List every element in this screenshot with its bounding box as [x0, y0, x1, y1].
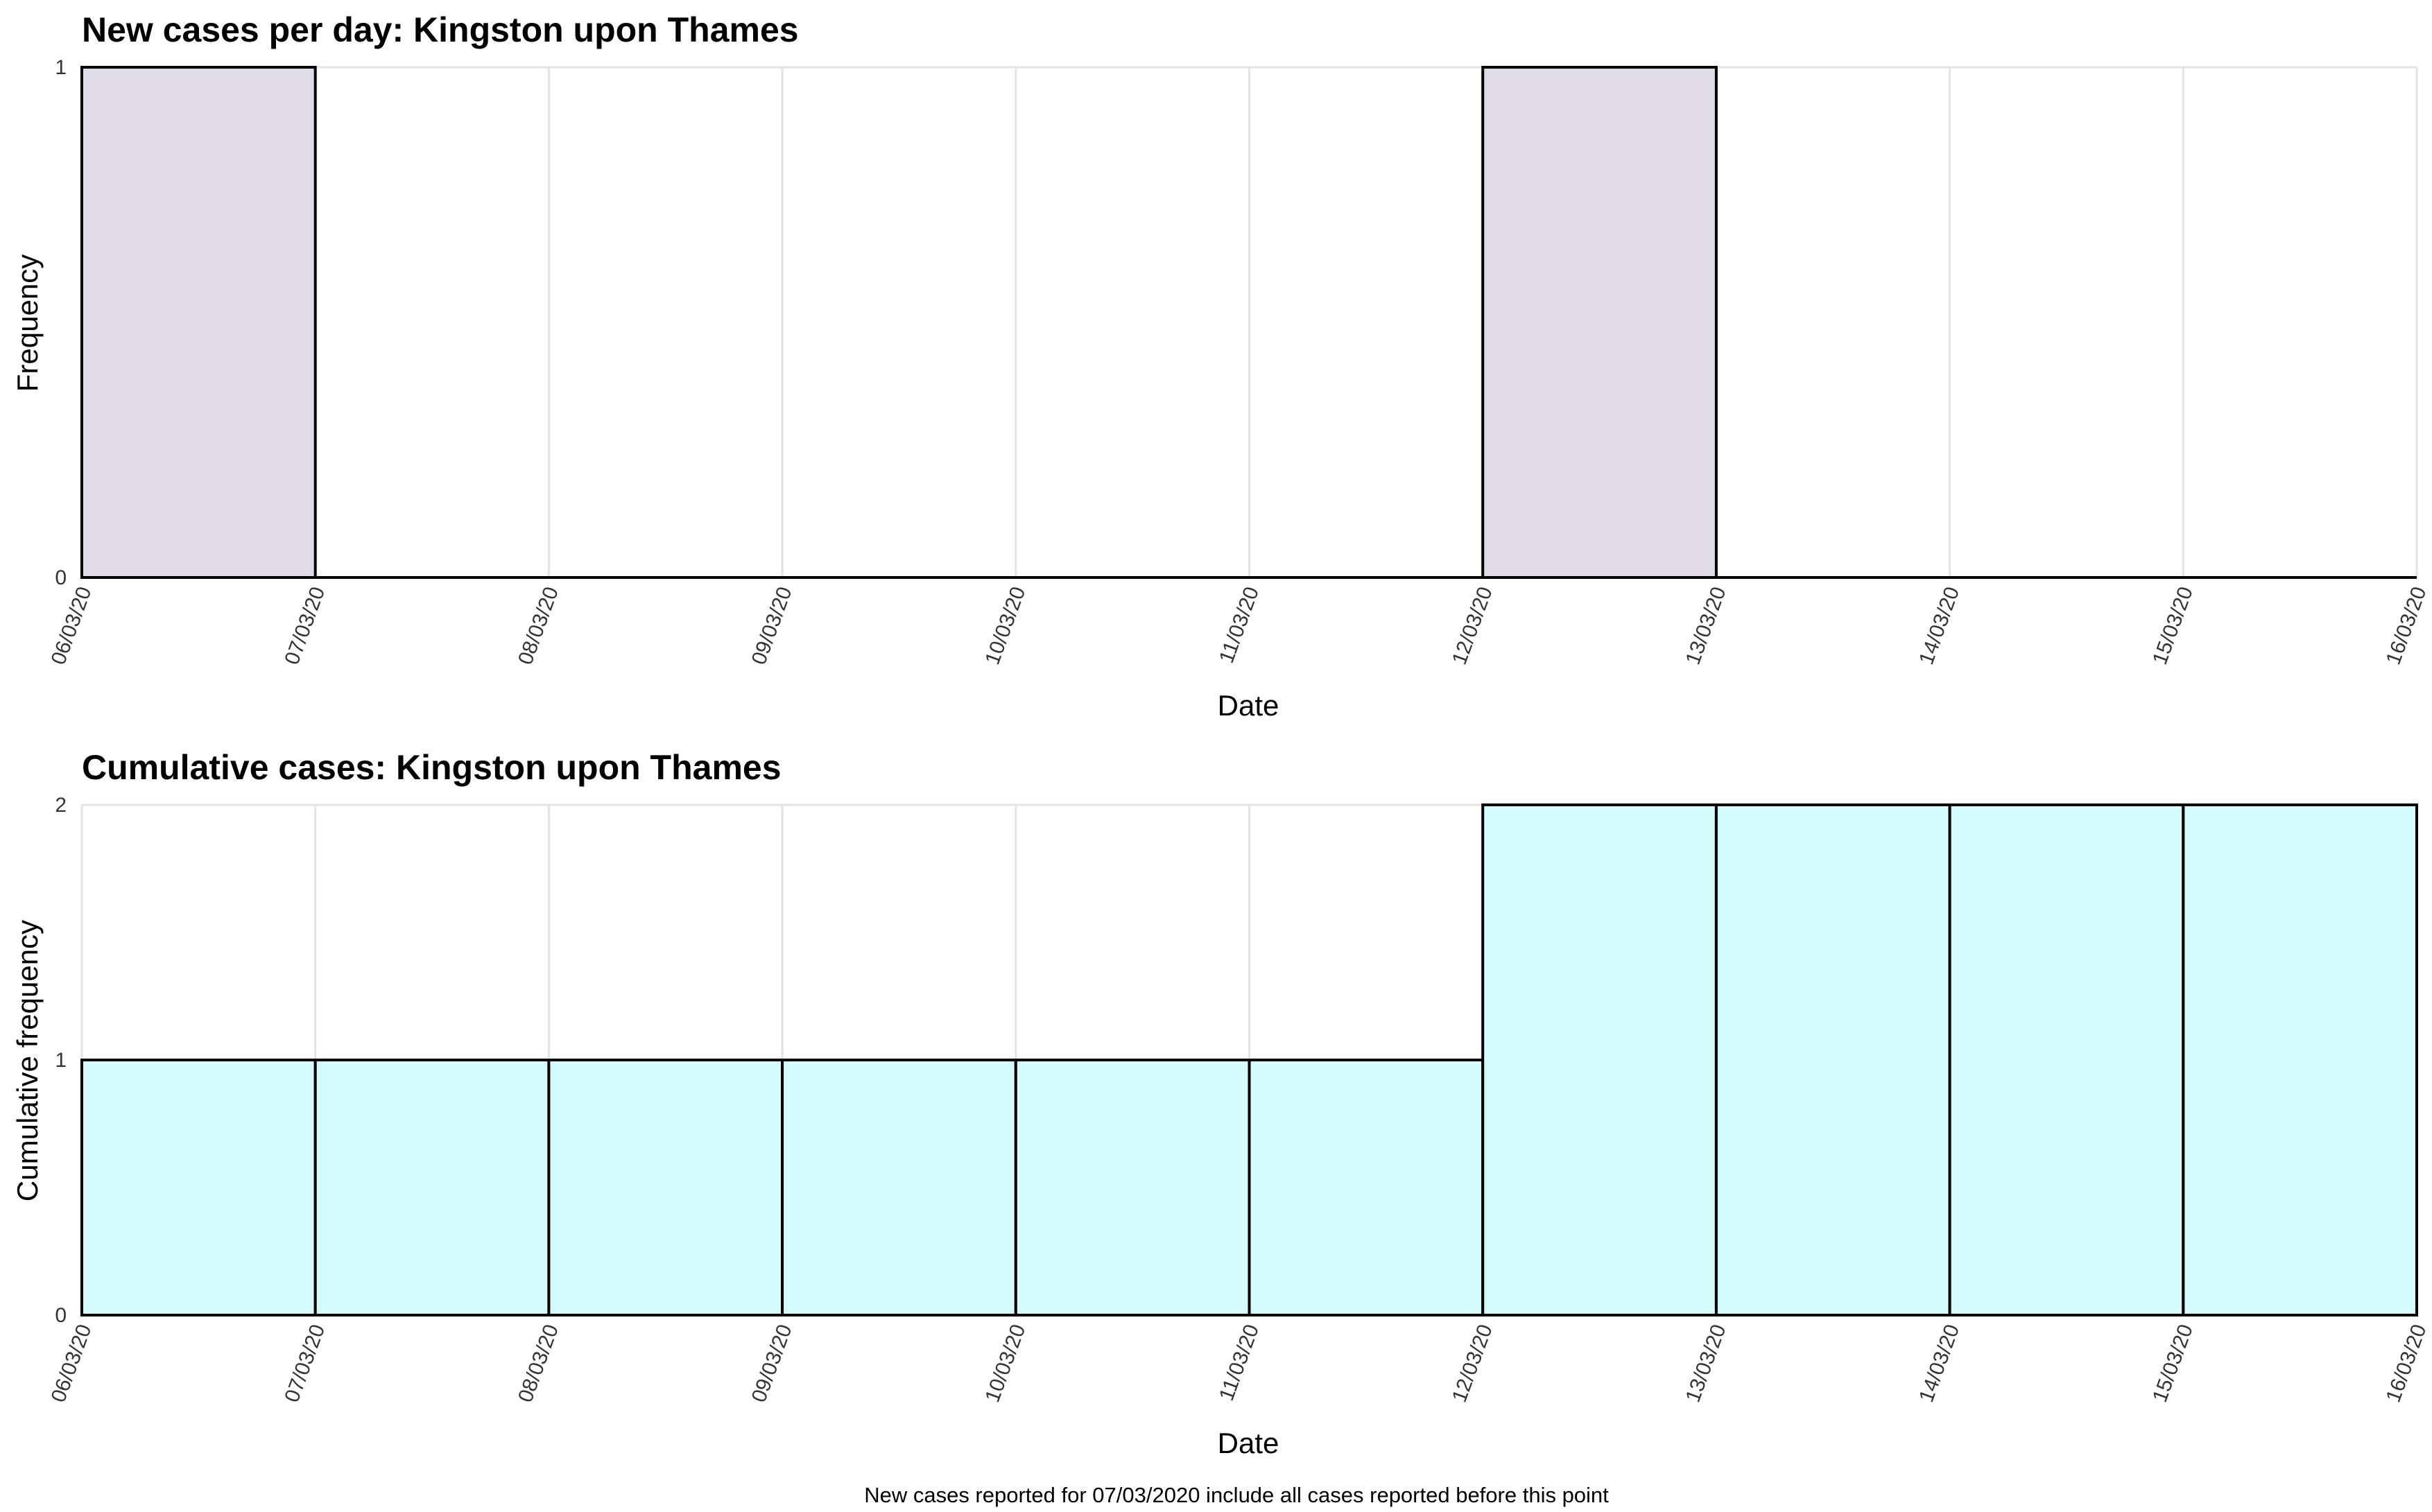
cumulative-x-tick-label: 08/03/20 — [514, 1321, 563, 1405]
daily-x-tick-label: 14/03/20 — [1915, 584, 1964, 668]
daily-chart-title: New cases per day: Kingston upon Thames — [82, 10, 799, 49]
cumulative-y-ticks: 0 1 2 — [55, 794, 67, 1327]
cumulative-x-tick-label: 10/03/20 — [981, 1321, 1030, 1405]
daily-grid — [80, 66, 2418, 577]
daily-x-axis-label: Date — [1218, 689, 1279, 722]
cumulative-x-axis-label: Date — [1218, 1427, 1279, 1459]
cumulative-bar — [313, 1059, 551, 1317]
cumulative-cases-panel: Cumulative cases: Kingston upon Thames 0… — [11, 748, 2431, 1459]
cumulative-bar — [781, 1059, 1017, 1317]
daily-bar — [80, 66, 317, 579]
cumulative-x-ticks: 06/03/20 07/03/20 08/03/20 09/03/20 10/03/20… — [47, 1321, 2431, 1405]
cumulative-x-tick-label: 15/03/20 — [2148, 1321, 2198, 1405]
daily-cases-panel: New cases per day: Kingston upon Thames … — [11, 10, 2431, 722]
cumulative-x-tick-label: 12/03/20 — [1448, 1321, 1497, 1405]
daily-x-tick-label: 16/03/20 — [2382, 584, 2431, 668]
cumulative-bar — [1948, 803, 2185, 1317]
daily-x-tick-label: 06/03/20 — [47, 584, 96, 668]
cumulative-bar — [80, 1059, 317, 1317]
daily-y-tick-label: 0 — [55, 566, 67, 589]
cumulative-x-tick-label: 14/03/20 — [1915, 1321, 1964, 1405]
cumulative-bar — [2182, 803, 2419, 1317]
cumulative-bar — [547, 1059, 784, 1317]
daily-y-axis-label: Frequency — [11, 254, 44, 392]
daily-x-tick-label: 13/03/20 — [1682, 584, 1731, 668]
cumulative-x-tick-label: 11/03/20 — [1215, 1321, 1264, 1404]
daily-x-tick-label: 07/03/20 — [280, 584, 329, 668]
cumulative-bar — [1714, 803, 1951, 1317]
cumulative-bars — [80, 803, 2419, 1317]
cumulative-y-axis-label: Cumulative frequency — [11, 920, 44, 1201]
cumulative-bar — [1248, 1059, 1485, 1317]
daily-x-tick-label: 10/03/20 — [981, 584, 1030, 668]
cumulative-bar — [1014, 1059, 1251, 1317]
daily-y-tick-label: 1 — [55, 56, 67, 79]
cumulative-x-tick-label: 07/03/20 — [280, 1321, 329, 1405]
daily-x-tick-label: 08/03/20 — [514, 584, 563, 668]
daily-x-tick-label: 15/03/20 — [2148, 584, 2198, 668]
daily-x-tick-label: 11/03/20 — [1215, 584, 1264, 666]
daily-x-tick-label: 12/03/20 — [1448, 584, 1497, 668]
cumulative-y-tick-label: 0 — [55, 1304, 67, 1327]
cumulative-chart-title: Cumulative cases: Kingston upon Thames — [82, 748, 782, 787]
daily-bar — [1481, 66, 1718, 579]
daily-bars — [80, 66, 1718, 579]
daily-y-ticks: 01 — [55, 56, 67, 589]
cumulative-x-tick-label: 09/03/20 — [748, 1321, 797, 1405]
daily-x-ticks: 06/03/20 07/03/20 08/03/20 09/03/20 10/03/20… — [47, 584, 2431, 668]
cumulative-bar — [1481, 803, 1718, 1317]
cumulative-y-tick-label: 1 — [55, 1049, 67, 1072]
cumulative-y-tick-label: 2 — [55, 794, 67, 817]
cumulative-x-tick-label: 13/03/20 — [1682, 1321, 1731, 1405]
cumulative-x-tick-label: 16/03/20 — [2382, 1321, 2431, 1405]
daily-x-tick-label: 09/03/20 — [748, 584, 797, 668]
cumulative-x-tick-label: 06/03/20 — [47, 1321, 96, 1405]
footnote: New cases reported for 07/03/2020 includ… — [864, 1483, 1609, 1507]
